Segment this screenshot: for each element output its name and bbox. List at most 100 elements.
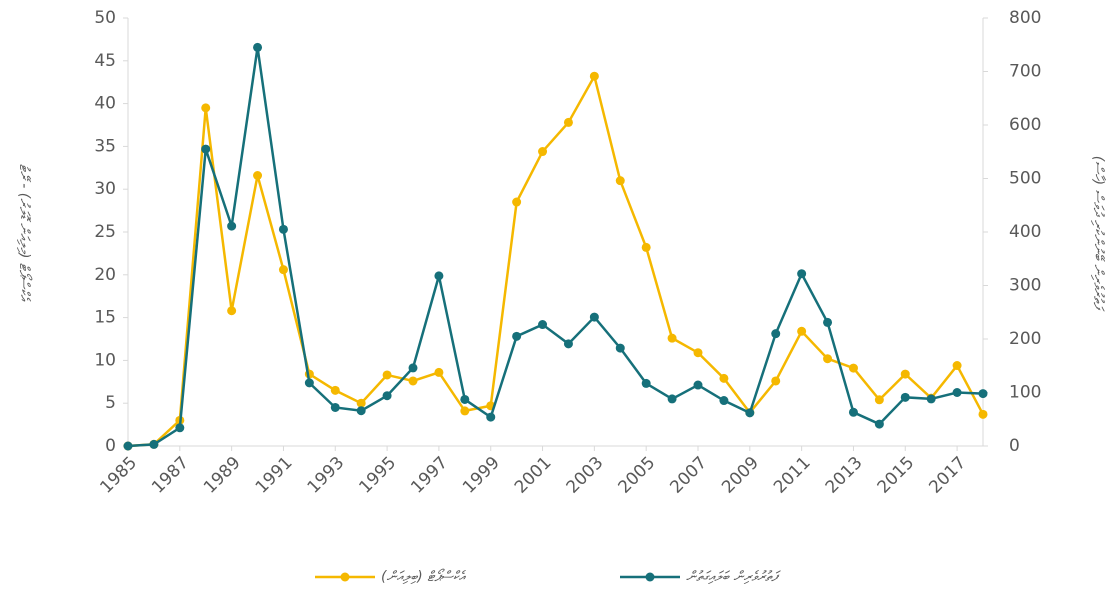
y-tick-label: 20 (94, 265, 116, 285)
y-tick-label: 0 (105, 436, 116, 456)
data-point (848, 363, 858, 373)
data-point (641, 378, 651, 388)
data-point (253, 171, 263, 181)
data-point (460, 394, 470, 404)
x-tick-label: 1995 (355, 453, 400, 498)
data-point (926, 394, 936, 404)
data-point (538, 320, 548, 330)
y2-axis-label: ފަތުރުވެރިން ބޭނުންކުރި ދުވަސް (ހާސް) (1090, 156, 1107, 313)
data-point (952, 388, 962, 397)
legend-marker (340, 572, 350, 582)
legend-label: އެކްސްޕޯޓް (ބިލިއަން) (381, 568, 467, 585)
data-point (667, 333, 677, 343)
y-axis-label: އެކްސްޕޯޓް (މިލިއަން ޑޮލަރު) - ރޭޓު (16, 164, 33, 302)
data-point (797, 269, 807, 279)
data-point (304, 378, 314, 388)
x-tick-label: 2003 (563, 453, 608, 498)
x-tick-label: 2017 (925, 453, 970, 498)
data-point (615, 176, 625, 186)
data-point (538, 147, 548, 157)
y2-tick-label: 200 (1009, 329, 1041, 349)
data-point (874, 395, 884, 405)
y2-tick-label: 700 (1009, 62, 1041, 82)
data-point (589, 312, 599, 322)
data-point (978, 409, 988, 419)
y2-tick-label: 0 (1009, 436, 1020, 456)
data-point (874, 419, 884, 429)
y-tick-label: 30 (94, 179, 116, 199)
data-point (589, 71, 599, 81)
data-point (978, 389, 988, 399)
data-point (408, 363, 418, 373)
x-tick-label: 1987 (148, 453, 193, 498)
data-point (512, 197, 522, 207)
data-point (719, 396, 729, 406)
data-point (253, 42, 263, 52)
x-tick-label: 1993 (304, 453, 349, 498)
data-point (771, 329, 781, 339)
data-point (460, 406, 470, 416)
data-point (382, 370, 392, 380)
data-point (486, 412, 496, 422)
x-tick-label: 2001 (511, 453, 556, 498)
y2-tick-label: 600 (1009, 115, 1041, 135)
data-point (434, 271, 444, 281)
x-tick-label: 2005 (615, 453, 660, 498)
data-point (641, 242, 651, 252)
data-point (952, 361, 962, 371)
y-tick-label: 5 (105, 393, 116, 413)
data-point (771, 376, 781, 386)
data-point (900, 392, 910, 402)
data-point (408, 376, 418, 386)
y-tick-label: 25 (94, 222, 116, 242)
data-point (848, 407, 858, 417)
data-point (745, 408, 755, 418)
data-point (149, 439, 159, 449)
data-point (278, 224, 288, 234)
legend-marker (645, 572, 655, 582)
data-point (693, 380, 703, 390)
y2-tick-label: 800 (1009, 8, 1041, 28)
x-tick-label: 1999 (459, 453, 504, 498)
x-tick-label: 1997 (407, 453, 452, 498)
x-tick-label: 2015 (874, 453, 919, 498)
x-tick-label: 1985 (96, 453, 141, 498)
data-point (382, 391, 392, 401)
x-tick-label: 2009 (718, 453, 763, 498)
data-point (123, 441, 133, 451)
data-point (201, 103, 211, 113)
y-tick-label: 15 (94, 308, 116, 328)
data-point (667, 394, 677, 404)
data-point (278, 265, 288, 275)
y-tick-label: 40 (94, 94, 116, 114)
data-point (227, 221, 237, 231)
x-tick-label: 2007 (666, 453, 711, 498)
y2-tick-label: 400 (1009, 222, 1041, 242)
x-tick-label: 2013 (822, 453, 867, 498)
x-tick-label: 2011 (770, 453, 815, 498)
data-point (797, 326, 807, 336)
y-tick-label: 45 (94, 51, 116, 71)
data-point (175, 423, 185, 433)
data-point (227, 306, 237, 316)
data-point (563, 117, 573, 127)
data-point (356, 398, 366, 408)
data-point (719, 373, 729, 383)
data-point (201, 144, 211, 154)
series-line (127, 72, 985, 448)
y2-tick-label: 300 (1009, 276, 1041, 296)
y2-tick-label: 500 (1009, 169, 1041, 189)
data-point (330, 402, 340, 412)
data-point (615, 343, 625, 353)
y-tick-label: 10 (94, 350, 116, 370)
data-point (563, 339, 573, 349)
data-point (693, 348, 703, 358)
data-point (434, 367, 444, 377)
x-tick-label: 1989 (200, 453, 245, 498)
y2-tick-label: 100 (1009, 383, 1041, 403)
data-point (823, 317, 833, 327)
data-point (330, 385, 340, 395)
data-point (356, 406, 366, 416)
x-tick-label: 1991 (252, 453, 297, 498)
